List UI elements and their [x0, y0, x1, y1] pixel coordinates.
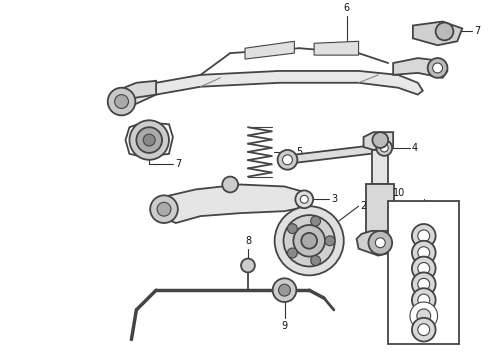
Circle shape — [412, 288, 436, 312]
Circle shape — [136, 127, 162, 153]
Circle shape — [157, 202, 171, 216]
Circle shape — [433, 63, 442, 73]
Circle shape — [301, 233, 317, 249]
Circle shape — [272, 278, 296, 302]
Circle shape — [241, 258, 255, 273]
Circle shape — [288, 248, 297, 258]
Text: 9: 9 — [281, 321, 288, 331]
Circle shape — [418, 294, 430, 306]
Circle shape — [222, 177, 238, 192]
Circle shape — [412, 257, 436, 280]
Circle shape — [376, 140, 392, 156]
Circle shape — [143, 134, 155, 146]
Circle shape — [418, 262, 430, 274]
Text: 8: 8 — [245, 236, 251, 246]
Text: 7: 7 — [175, 159, 181, 169]
Circle shape — [412, 241, 436, 265]
Polygon shape — [364, 132, 393, 150]
Polygon shape — [285, 144, 386, 164]
Polygon shape — [112, 81, 156, 111]
Circle shape — [372, 132, 388, 148]
Circle shape — [412, 273, 436, 296]
Circle shape — [418, 230, 430, 242]
Circle shape — [300, 195, 308, 203]
Circle shape — [278, 150, 297, 170]
Polygon shape — [245, 41, 294, 59]
Circle shape — [294, 225, 325, 257]
Bar — [388, 201, 459, 345]
Circle shape — [418, 247, 430, 258]
Circle shape — [368, 231, 392, 255]
Circle shape — [375, 238, 385, 248]
Polygon shape — [393, 58, 447, 78]
Text: 2: 2 — [361, 201, 367, 211]
Text: 3: 3 — [331, 194, 337, 204]
Circle shape — [380, 144, 388, 152]
Circle shape — [412, 318, 436, 342]
Circle shape — [295, 190, 313, 208]
Text: 6: 6 — [343, 3, 350, 13]
Polygon shape — [314, 41, 359, 55]
Circle shape — [311, 216, 320, 226]
Circle shape — [417, 309, 431, 323]
Circle shape — [284, 215, 335, 266]
Circle shape — [412, 224, 436, 248]
Circle shape — [129, 120, 169, 160]
Text: 10: 10 — [393, 188, 405, 198]
Bar — [367, 184, 394, 234]
Polygon shape — [156, 184, 309, 223]
Bar — [372, 150, 388, 184]
Circle shape — [288, 224, 297, 234]
Circle shape — [325, 236, 335, 246]
Text: 5: 5 — [296, 147, 303, 157]
Circle shape — [428, 58, 447, 78]
Circle shape — [436, 23, 453, 40]
Circle shape — [150, 195, 178, 223]
Text: 4: 4 — [412, 143, 418, 153]
Circle shape — [279, 284, 291, 296]
Circle shape — [274, 206, 344, 275]
Text: 7: 7 — [474, 26, 480, 36]
Circle shape — [410, 302, 438, 330]
Circle shape — [418, 324, 430, 336]
Circle shape — [311, 256, 320, 265]
Circle shape — [418, 278, 430, 290]
Polygon shape — [357, 231, 403, 256]
Text: 1: 1 — [416, 238, 422, 248]
Polygon shape — [413, 22, 462, 45]
Circle shape — [283, 155, 293, 165]
Circle shape — [108, 88, 135, 115]
Polygon shape — [117, 71, 423, 111]
Circle shape — [115, 95, 128, 108]
